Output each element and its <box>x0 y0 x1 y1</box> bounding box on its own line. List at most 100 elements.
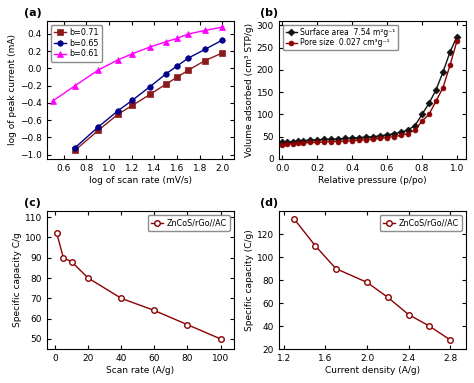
b=0.65 <box>115 108 121 113</box>
Legend: ZnCoS/rGo//AC: ZnCoS/rGo//AC <box>148 215 230 231</box>
b=0.61 <box>115 57 121 62</box>
ZnCoS/rGo//AC <box>292 217 297 221</box>
Surface area  7.54 m²g⁻¹ <box>356 135 362 140</box>
b=0.71 <box>174 75 180 79</box>
b=0.61 <box>147 44 153 49</box>
b=0.71 <box>72 148 78 152</box>
Surface area  7.54 m²g⁻¹ <box>342 136 348 141</box>
Surface area  7.54 m²g⁻¹ <box>447 50 453 54</box>
b=0.71 <box>185 68 191 72</box>
b=0.61 <box>50 99 55 103</box>
Surface area  7.54 m²g⁻¹ <box>377 134 383 138</box>
Surface area  7.54 m²g⁻¹ <box>301 138 306 143</box>
b=0.71 <box>164 82 169 86</box>
Text: (b): (b) <box>260 8 278 18</box>
Surface area  7.54 m²g⁻¹ <box>440 70 446 74</box>
b=0.61 <box>219 25 225 29</box>
Surface area  7.54 m²g⁻¹ <box>349 136 355 140</box>
b=0.71 <box>219 51 225 55</box>
Y-axis label: Volume adsorbed (cm³ STP/g): Volume adsorbed (cm³ STP/g) <box>245 23 254 157</box>
Legend: b=0.71, b=0.65, b=0.61: b=0.71, b=0.65, b=0.61 <box>51 25 102 62</box>
ZnCoS/rGo//AC <box>69 260 74 264</box>
ZnCoS/rGo//AC <box>364 280 370 285</box>
Line: b=0.71: b=0.71 <box>72 50 225 153</box>
ZnCoS/rGo//AC <box>218 337 223 341</box>
Surface area  7.54 m²g⁻¹ <box>321 137 327 142</box>
Pore size  0.027 cm³g⁻¹ <box>433 99 439 103</box>
Surface area  7.54 m²g⁻¹ <box>433 88 439 92</box>
Surface area  7.54 m²g⁻¹ <box>454 34 460 39</box>
b=0.65 <box>164 71 169 76</box>
Pore size  0.027 cm³g⁻¹ <box>307 140 313 145</box>
Pore size  0.027 cm³g⁻¹ <box>342 139 348 143</box>
Pore size  0.027 cm³g⁻¹ <box>447 63 453 68</box>
Legend: Surface area  7.54 m²g⁻¹, Pore size  0.027 cm³g⁻¹: Surface area 7.54 m²g⁻¹, Pore size 0.027… <box>283 25 399 51</box>
Line: Surface area  7.54 m²g⁻¹: Surface area 7.54 m²g⁻¹ <box>280 34 459 145</box>
b=0.65 <box>72 146 78 150</box>
b=0.61 <box>174 36 180 41</box>
Pore size  0.027 cm³g⁻¹ <box>335 139 341 144</box>
Line: Pore size  0.027 cm³g⁻¹: Pore size 0.027 cm³g⁻¹ <box>280 39 459 147</box>
b=0.71 <box>115 112 121 116</box>
b=0.65 <box>147 84 153 89</box>
X-axis label: Scan rate (A/g): Scan rate (A/g) <box>106 366 174 375</box>
Pore size  0.027 cm³g⁻¹ <box>398 133 404 137</box>
Pore size  0.027 cm³g⁻¹ <box>440 85 446 90</box>
Surface area  7.54 m²g⁻¹ <box>328 137 334 142</box>
Surface area  7.54 m²g⁻¹ <box>335 137 341 141</box>
Surface area  7.54 m²g⁻¹ <box>279 140 285 145</box>
X-axis label: Current density (A/g): Current density (A/g) <box>325 366 420 375</box>
Pore size  0.027 cm³g⁻¹ <box>419 119 425 123</box>
b=0.65 <box>219 38 225 42</box>
b=0.65 <box>174 64 180 68</box>
Line: ZnCoS/rGo//AC: ZnCoS/rGo//AC <box>54 231 223 342</box>
Pore size  0.027 cm³g⁻¹ <box>349 138 355 143</box>
b=0.71 <box>95 128 101 133</box>
X-axis label: log of scan rate (mV/s): log of scan rate (mV/s) <box>89 175 192 185</box>
Pore size  0.027 cm³g⁻¹ <box>314 140 320 145</box>
b=0.71 <box>147 92 153 97</box>
b=0.65 <box>95 125 101 129</box>
b=0.71 <box>202 58 208 63</box>
ZnCoS/rGo//AC <box>152 308 157 313</box>
Surface area  7.54 m²g⁻¹ <box>314 137 320 142</box>
b=0.71 <box>129 103 135 108</box>
Pore size  0.027 cm³g⁻¹ <box>356 138 362 142</box>
Text: (d): (d) <box>260 198 278 208</box>
ZnCoS/rGo//AC <box>333 266 339 271</box>
Y-axis label: Specific capacity C/g: Specific capacity C/g <box>13 233 22 327</box>
ZnCoS/rGo//AC <box>447 337 453 342</box>
Surface area  7.54 m²g⁻¹ <box>285 140 291 144</box>
Surface area  7.54 m²g⁻¹ <box>363 135 369 139</box>
Text: (a): (a) <box>25 8 42 18</box>
Pore size  0.027 cm³g⁻¹ <box>279 142 285 147</box>
Surface area  7.54 m²g⁻¹ <box>307 138 313 142</box>
Pore size  0.027 cm³g⁻¹ <box>295 141 301 146</box>
b=0.65 <box>185 56 191 61</box>
b=0.65 <box>202 47 208 52</box>
b=0.61 <box>202 28 208 33</box>
ZnCoS/rGo//AC <box>85 276 91 280</box>
Pore size  0.027 cm³g⁻¹ <box>363 137 369 142</box>
Pore size  0.027 cm³g⁻¹ <box>412 128 418 132</box>
Pore size  0.027 cm³g⁻¹ <box>426 112 432 117</box>
Surface area  7.54 m²g⁻¹ <box>405 128 411 132</box>
Surface area  7.54 m²g⁻¹ <box>295 139 301 143</box>
b=0.61 <box>129 51 135 56</box>
ZnCoS/rGo//AC <box>61 255 66 260</box>
b=0.61 <box>95 68 101 72</box>
Line: b=0.65: b=0.65 <box>72 37 225 151</box>
Surface area  7.54 m²g⁻¹ <box>419 112 425 117</box>
Surface area  7.54 m²g⁻¹ <box>398 130 404 134</box>
Pore size  0.027 cm³g⁻¹ <box>377 136 383 141</box>
b=0.61 <box>72 83 78 88</box>
Line: b=0.61: b=0.61 <box>49 24 226 104</box>
ZnCoS/rGo//AC <box>427 324 432 328</box>
ZnCoS/rGo//AC <box>312 243 318 248</box>
Pore size  0.027 cm³g⁻¹ <box>285 142 291 147</box>
Surface area  7.54 m²g⁻¹ <box>290 139 296 144</box>
ZnCoS/rGo//AC <box>118 296 124 301</box>
Surface area  7.54 m²g⁻¹ <box>391 131 397 136</box>
Pore size  0.027 cm³g⁻¹ <box>454 39 460 43</box>
ZnCoS/rGo//AC <box>184 322 190 327</box>
